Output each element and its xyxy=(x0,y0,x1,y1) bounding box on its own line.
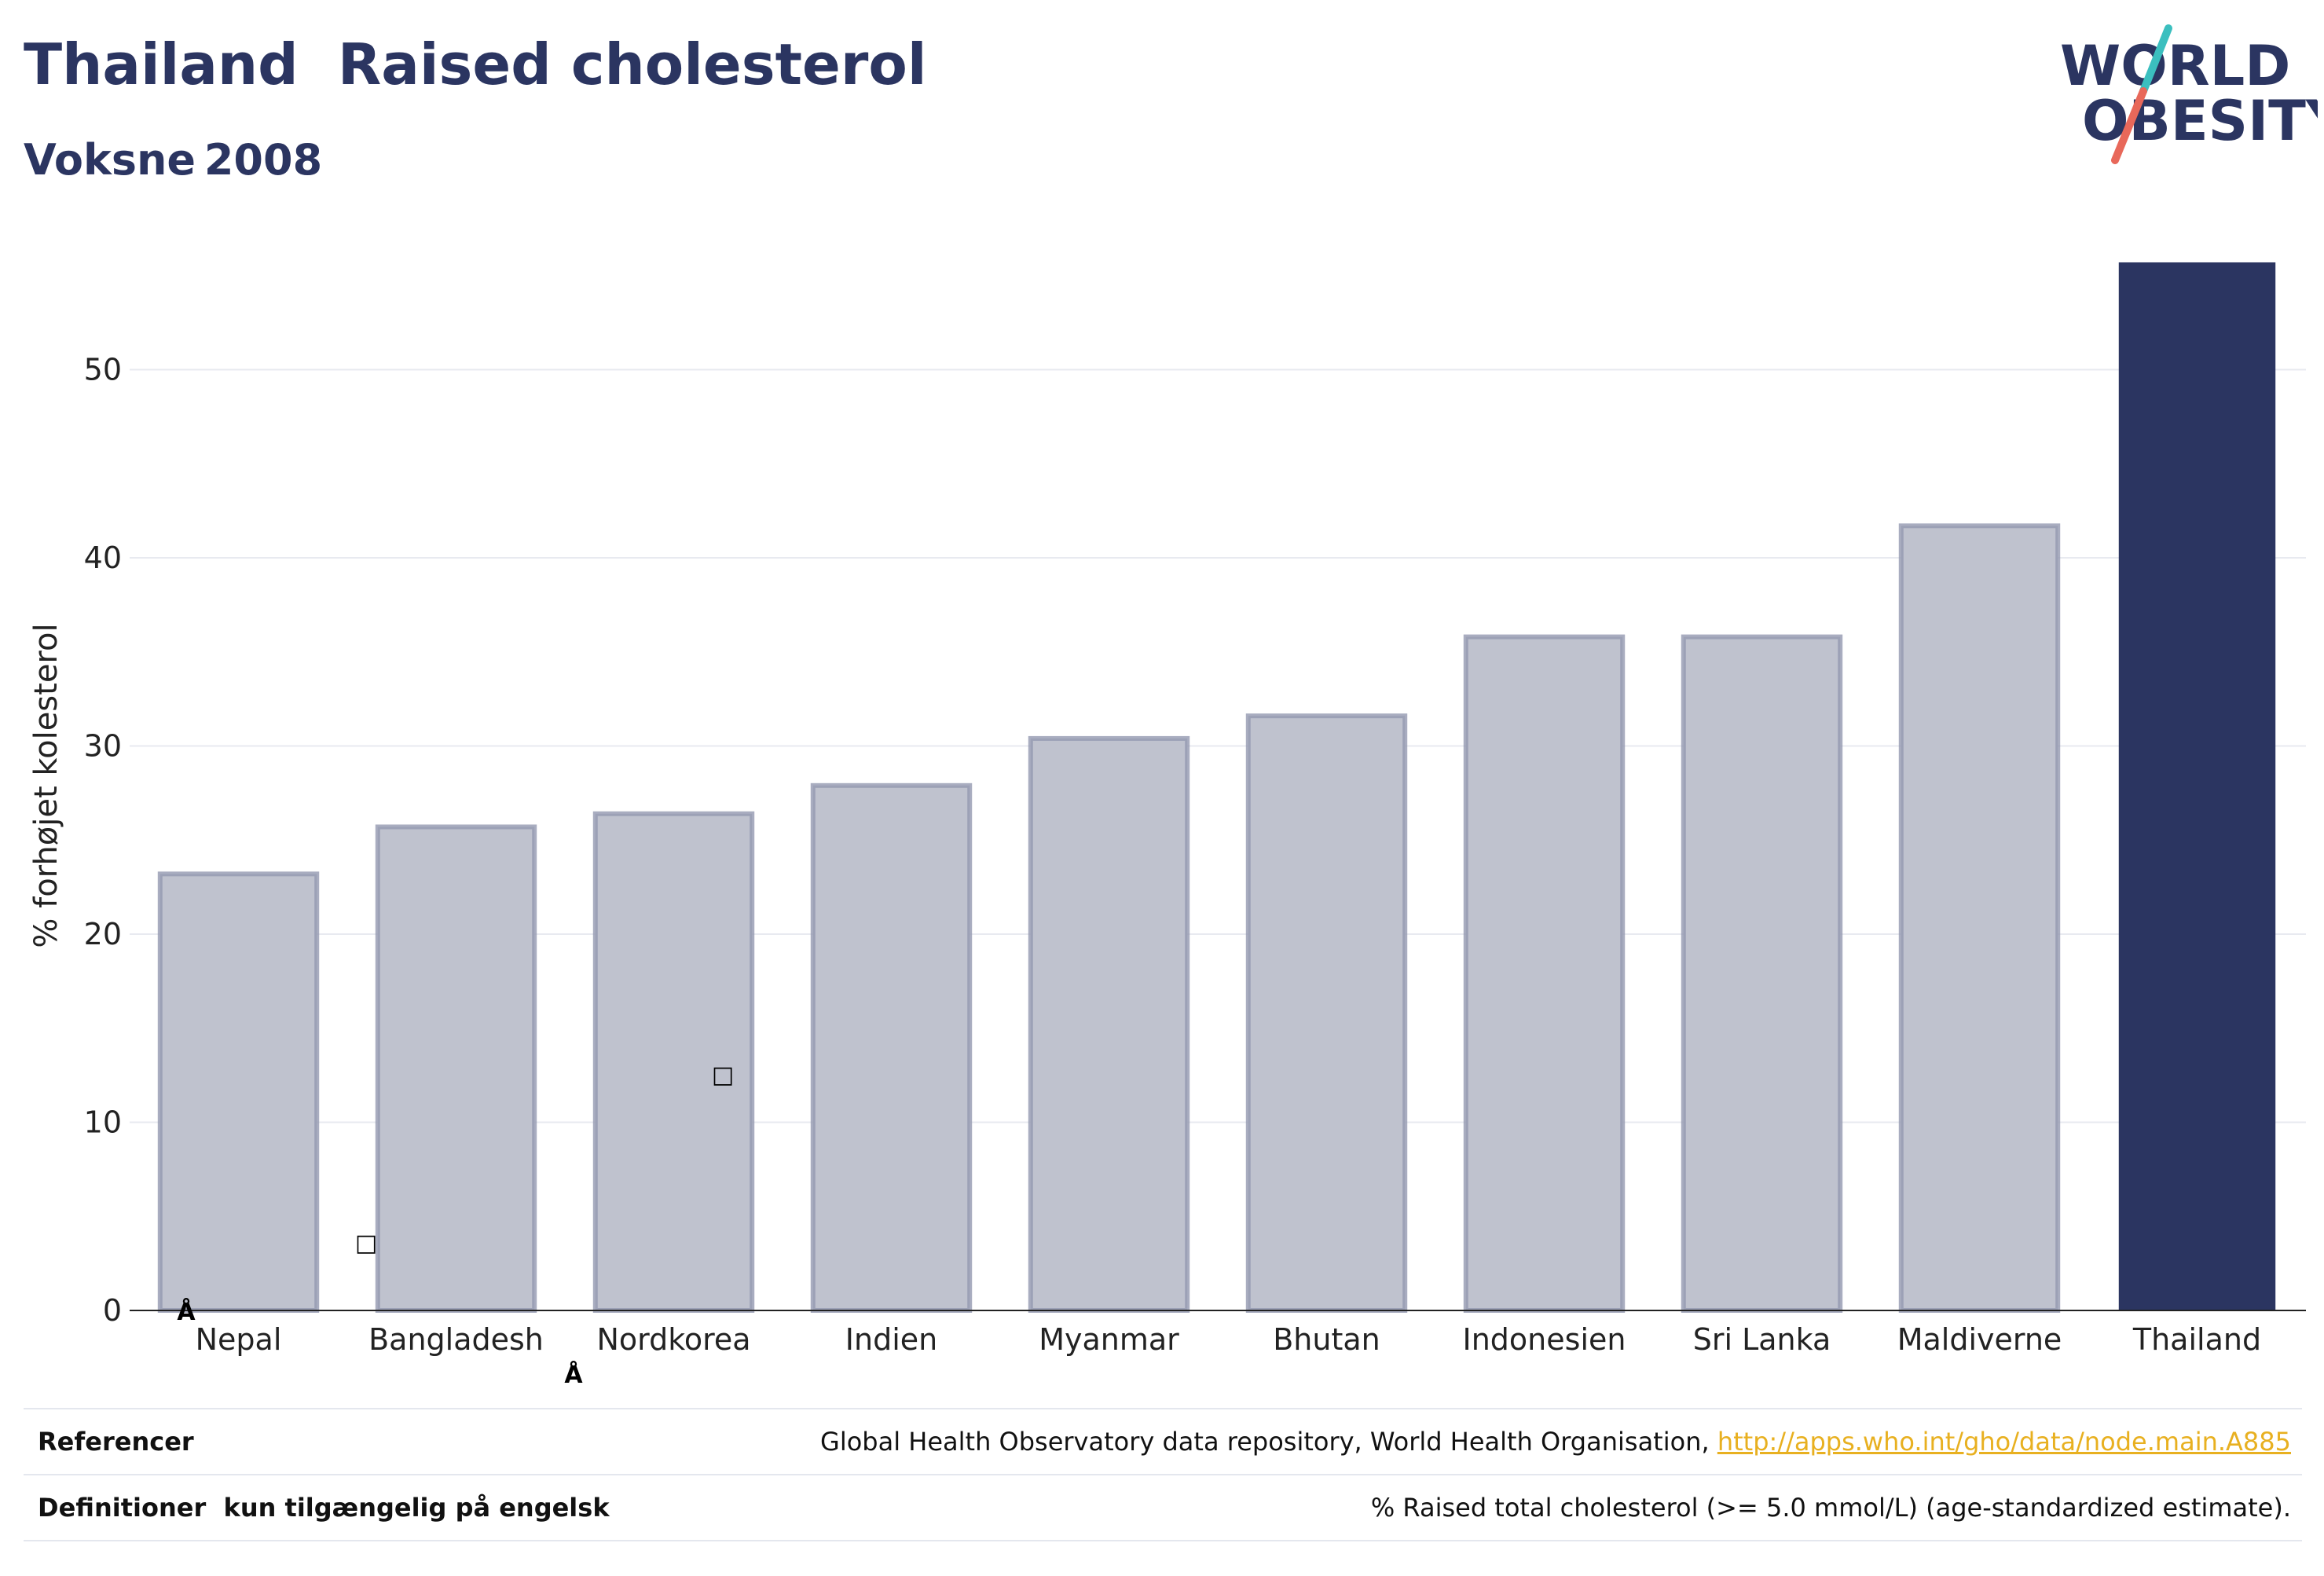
footer-divider xyxy=(24,1540,2302,1541)
x-tick-label: Maldiverne xyxy=(1897,1322,2062,1357)
references-text: Global Health Observatory data repositor… xyxy=(820,1427,1717,1457)
bar-chart: 0 10 20 30 40 50 Nepal Bangladesh Nordkorea Indi… xyxy=(28,262,2306,1389)
x-tick-labels: Nepal Bangladesh Nordkorea Indien Myanmar Bhu… xyxy=(196,1322,2261,1357)
x-tick-label: Nordkorea xyxy=(596,1322,750,1357)
y-tick-labels: 0 10 20 30 40 50 xyxy=(84,353,122,1329)
stray-glyphs: Å □ Å □ xyxy=(177,1061,734,1389)
x-tick-label: Thailand xyxy=(2132,1322,2261,1357)
y-tick-label: 0 xyxy=(103,1293,122,1328)
definitions-row: Definitioner kun tilgængelig på engelsk … xyxy=(24,1474,2302,1540)
world-obesity-logo: WORLD OBESITY xyxy=(2060,24,2318,164)
stray-glyph: Å xyxy=(564,1360,583,1389)
x-tick-label: Nepal xyxy=(196,1322,282,1357)
x-tick-label: Bhutan xyxy=(1273,1322,1380,1357)
y-tick-label: 50 xyxy=(84,353,122,387)
y-axis-label: % forhøjet kolesterol xyxy=(28,623,64,947)
logo-line-1: WORLD xyxy=(2060,34,2290,98)
bar-nordkorea xyxy=(592,811,755,1313)
references-value: Global Health Observatory data repositor… xyxy=(820,1427,2302,1457)
bar-nepal xyxy=(157,871,320,1313)
x-tick-label: Bangladesh xyxy=(368,1322,544,1357)
references-label: Referencer xyxy=(38,1427,194,1457)
logo-slash-teal xyxy=(2139,24,2172,95)
bar-maldiverne xyxy=(1898,523,2061,1313)
x-tick-label: Indonesien xyxy=(1463,1322,1626,1357)
x-tick-label: Myanmar xyxy=(1039,1322,1179,1357)
bar-bhutan xyxy=(1245,713,1408,1313)
x-tick-label: Sri Lanka xyxy=(1693,1322,1831,1357)
stray-glyph: □ xyxy=(712,1061,734,1089)
y-tick-label: 10 xyxy=(84,1105,122,1140)
y-tick-label: 30 xyxy=(84,729,122,764)
y-tick-label: 20 xyxy=(84,917,122,951)
bar-bangladesh xyxy=(375,824,537,1313)
logo-slash-coral xyxy=(2111,87,2147,164)
bar-thailand xyxy=(2118,262,2276,1310)
chart-title: Thailand Raised cholesterol xyxy=(24,31,927,97)
bar-indonesien xyxy=(1463,634,1626,1313)
definitions-label: Definitioner kun tilgængelig på engelsk xyxy=(38,1493,610,1523)
references-row: Referencer Global Health Observatory dat… xyxy=(24,1408,2302,1474)
y-tick-label: 40 xyxy=(84,541,122,575)
x-tick-label: Indien xyxy=(845,1322,937,1357)
stray-glyph: □ xyxy=(355,1230,377,1257)
definitions-text: % Raised total cholesterol (>= 5.0 mmol/… xyxy=(1370,1493,2291,1523)
bar-myanmar xyxy=(1028,735,1190,1313)
bar-indien xyxy=(810,783,973,1313)
chart-subtitle: Voksne 2008 xyxy=(24,135,323,185)
references-link[interactable]: http://apps.who.int/gho/data/node.main.A… xyxy=(1717,1427,2291,1457)
bars xyxy=(157,262,2276,1313)
stray-glyph: Å xyxy=(177,1297,196,1326)
bar-sri-lanka xyxy=(1681,634,1843,1313)
